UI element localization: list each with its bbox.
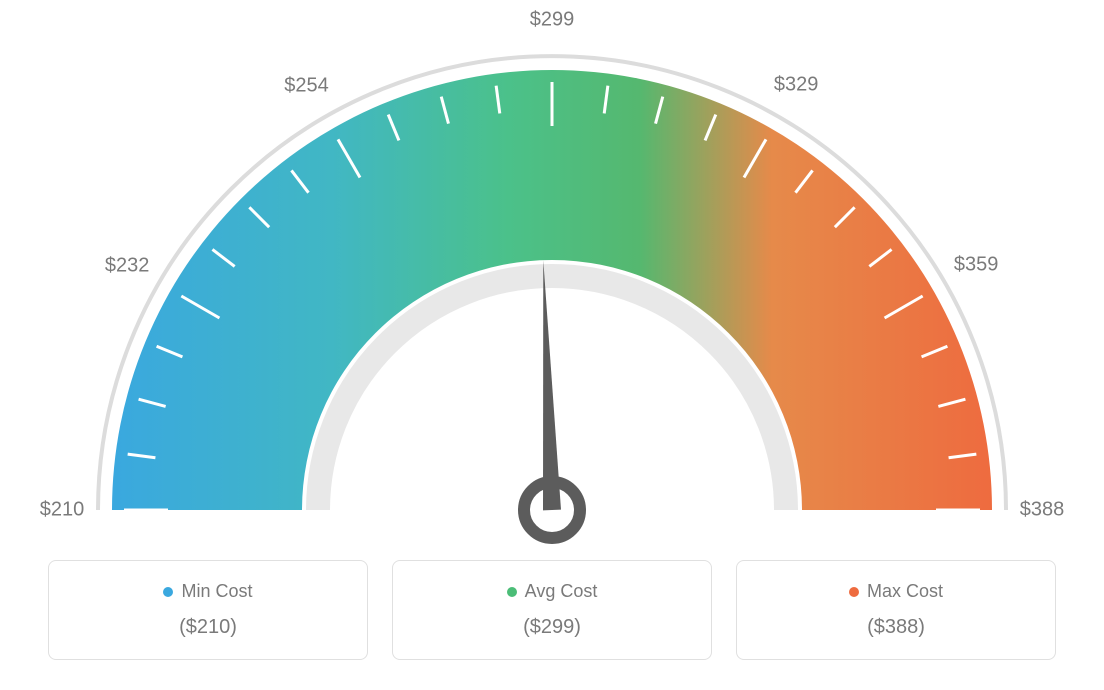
legend-value-max: ($388) bbox=[737, 616, 1055, 639]
legend-value-avg: ($299) bbox=[393, 616, 711, 639]
legend-label-avg: Avg Cost bbox=[525, 581, 598, 602]
legend-dot-avg bbox=[507, 587, 517, 597]
legend-title-avg: Avg Cost bbox=[393, 581, 711, 602]
gauge-svg bbox=[0, 0, 1104, 560]
legend-dot-min bbox=[163, 587, 173, 597]
gauge-tick-label: $254 bbox=[284, 74, 329, 97]
legend-dot-max bbox=[849, 587, 859, 597]
legend-card-avg: Avg Cost ($299) bbox=[392, 560, 712, 660]
legend-label-min: Min Cost bbox=[181, 581, 252, 602]
gauge-tick-label: $359 bbox=[954, 253, 999, 276]
legend-value-min: ($210) bbox=[49, 616, 367, 639]
gauge-tick-label: $329 bbox=[774, 74, 819, 97]
legend-row: Min Cost ($210) Avg Cost ($299) Max Cost… bbox=[0, 560, 1104, 660]
gauge-tick-label: $210 bbox=[40, 499, 85, 522]
gauge-tick-label: $299 bbox=[530, 9, 575, 32]
gauge-tick-label: $388 bbox=[1020, 499, 1065, 522]
legend-title-max: Max Cost bbox=[737, 581, 1055, 602]
legend-card-max: Max Cost ($388) bbox=[736, 560, 1056, 660]
legend-title-min: Min Cost bbox=[49, 581, 367, 602]
legend-label-max: Max Cost bbox=[867, 581, 943, 602]
legend-card-min: Min Cost ($210) bbox=[48, 560, 368, 660]
gauge-chart: $210 $232 $254 $299 $329 $359 $388 bbox=[0, 0, 1104, 560]
gauge-tick-label: $232 bbox=[105, 254, 150, 277]
